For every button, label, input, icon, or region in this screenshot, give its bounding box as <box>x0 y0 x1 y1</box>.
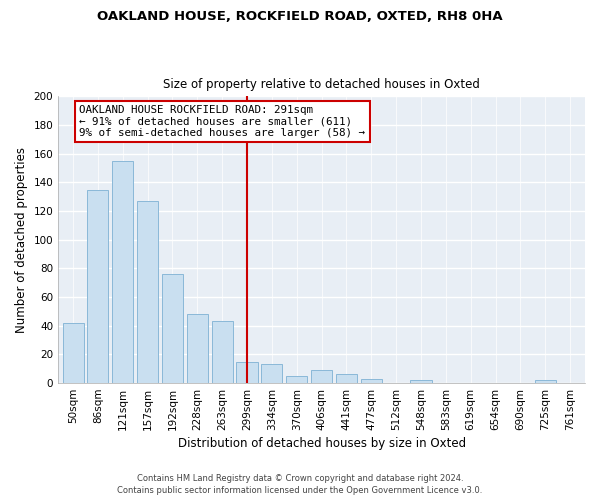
Bar <box>262 364 283 383</box>
X-axis label: Distribution of detached houses by size in Oxted: Distribution of detached houses by size … <box>178 437 466 450</box>
Text: OAKLAND HOUSE ROCKFIELD ROAD: 291sqm
← 91% of detached houses are smaller (611)
: OAKLAND HOUSE ROCKFIELD ROAD: 291sqm ← 9… <box>79 105 365 138</box>
Y-axis label: Number of detached properties: Number of detached properties <box>15 146 28 332</box>
Bar <box>212 322 233 383</box>
Bar <box>410 380 431 383</box>
Bar <box>336 374 357 383</box>
Text: Contains HM Land Registry data © Crown copyright and database right 2024.
Contai: Contains HM Land Registry data © Crown c… <box>118 474 482 495</box>
Bar <box>361 379 382 383</box>
Bar <box>311 370 332 383</box>
Bar <box>286 376 307 383</box>
Text: OAKLAND HOUSE, ROCKFIELD ROAD, OXTED, RH8 0HA: OAKLAND HOUSE, ROCKFIELD ROAD, OXTED, RH… <box>97 10 503 23</box>
Bar <box>162 274 183 383</box>
Bar <box>236 362 257 383</box>
Bar <box>88 190 109 383</box>
Title: Size of property relative to detached houses in Oxted: Size of property relative to detached ho… <box>163 78 480 91</box>
Bar <box>187 314 208 383</box>
Bar <box>112 161 133 383</box>
Bar <box>535 380 556 383</box>
Bar <box>62 323 83 383</box>
Bar <box>137 201 158 383</box>
